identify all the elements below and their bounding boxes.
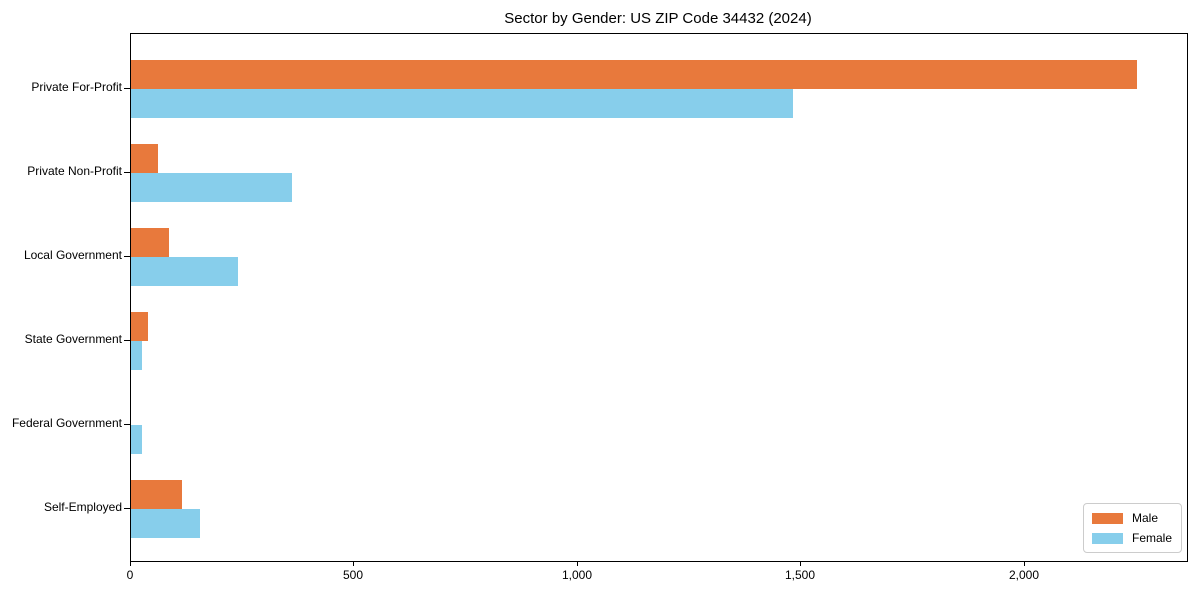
y-tick-mark <box>124 340 130 341</box>
x-tick-mark <box>1024 561 1025 566</box>
bar-female-private-for-profit <box>131 89 793 118</box>
x-tick-mark <box>800 561 801 566</box>
y-tick-mark <box>124 88 130 89</box>
bar-male-local-government <box>131 228 169 257</box>
y-tick-label-self-employed: Self-Employed <box>43 500 122 514</box>
bar-male-self-employed <box>131 480 182 509</box>
y-tick-mark <box>124 424 130 425</box>
legend-swatch-male <box>1091 512 1123 524</box>
bar-male-private-non-profit <box>131 144 158 173</box>
legend-label-female: Female <box>1131 531 1172 545</box>
bar-female-self-employed <box>131 509 200 538</box>
bar-female-federal-government <box>131 425 142 454</box>
x-tick-label-2-000: 2,000 <box>1008 568 1040 582</box>
y-tick-label-private-for-profit: Private For-Profit <box>31 80 122 94</box>
y-tick-label-federal-government: Federal Government <box>11 416 122 430</box>
y-tick-mark <box>124 256 130 257</box>
x-tick-label-500: 500 <box>342 568 364 582</box>
x-tick-label-1-500: 1,500 <box>784 568 816 582</box>
y-tick-label-local-government: Local Government <box>23 248 122 262</box>
legend-swatch-female <box>1091 532 1123 544</box>
y-tick-label-state-government: State Government <box>24 332 122 346</box>
chart-title: Sector by Gender: US ZIP Code 34432 (202… <box>504 10 812 27</box>
bar-female-local-government <box>131 257 238 286</box>
plot-area: Male Female <box>130 33 1188 562</box>
y-tick-label-private-non-profit: Private Non-Profit <box>27 164 122 178</box>
bar-male-private-for-profit <box>131 60 1137 89</box>
y-tick-mark <box>124 172 130 173</box>
x-tick-mark <box>353 561 354 566</box>
bar-female-state-government <box>131 341 142 370</box>
legend: Male Female <box>1082 503 1182 553</box>
x-tick-mark <box>130 561 131 566</box>
legend-label-male: Male <box>1131 511 1158 525</box>
x-tick-mark <box>577 561 578 566</box>
x-tick-label-0: 0 <box>126 568 134 582</box>
legend-entry-female: Female <box>1091 531 1172 545</box>
y-tick-mark <box>124 508 130 509</box>
legend-entry-male: Male <box>1091 511 1172 525</box>
x-tick-label-1-000: 1,000 <box>561 568 593 582</box>
bar-female-private-non-profit <box>131 173 292 202</box>
bar-male-state-government <box>131 312 148 341</box>
